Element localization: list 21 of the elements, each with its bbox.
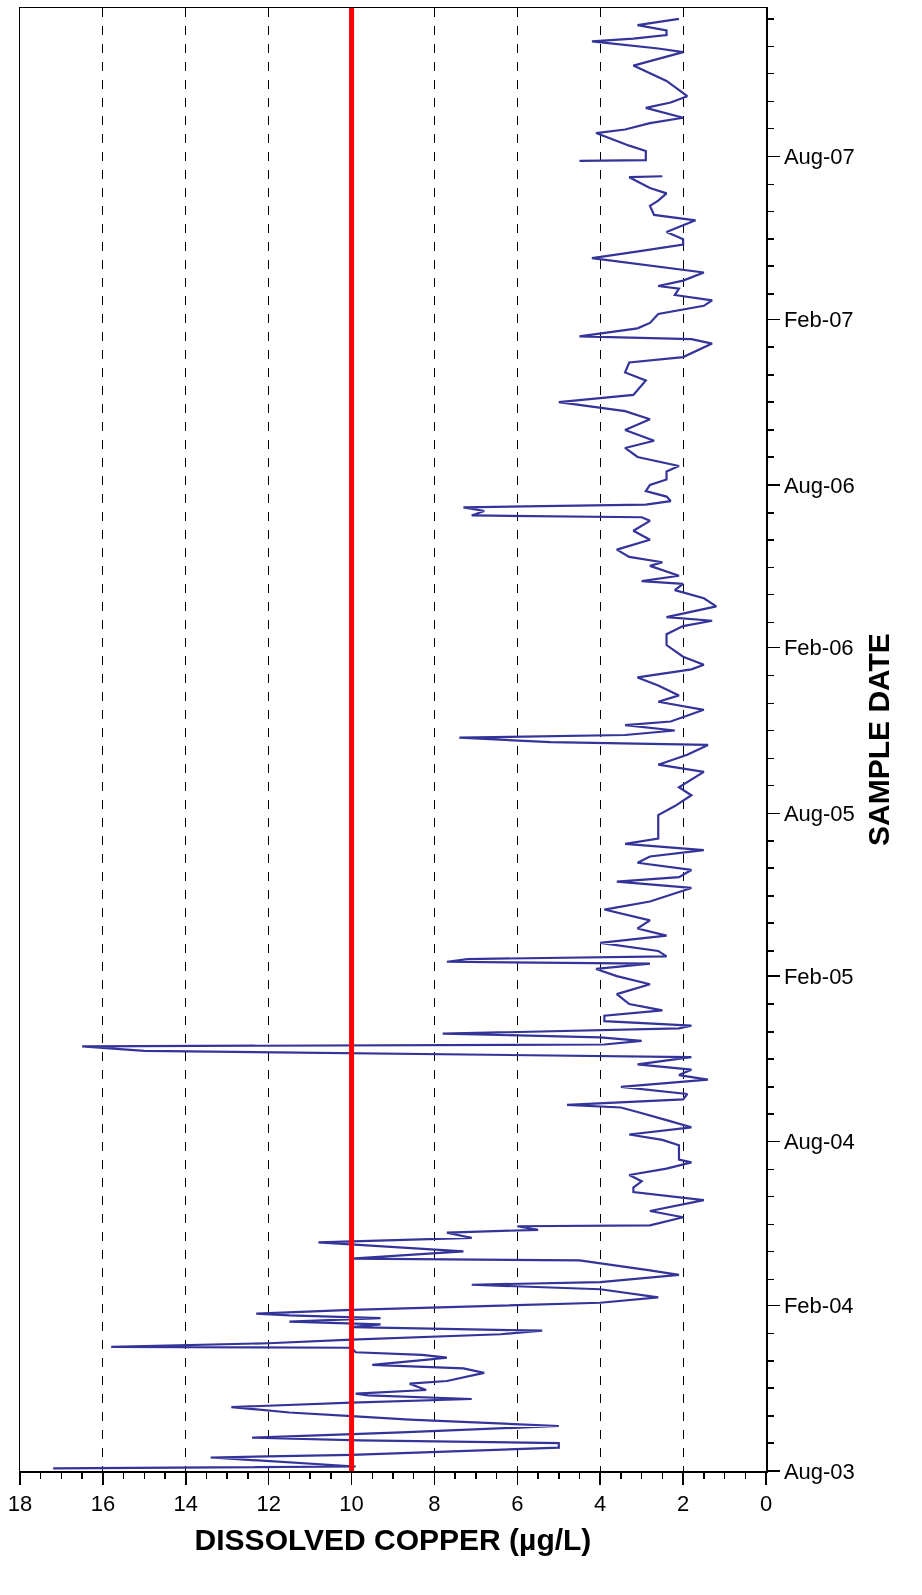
y-tick-label: Aug-07 <box>783 144 855 170</box>
x-tick-label: 16 <box>90 1490 116 1516</box>
y-tick-label: Feb-04 <box>783 1293 854 1319</box>
y-tick-label: Feb-05 <box>783 963 854 989</box>
y-tick-label: Aug-04 <box>783 1129 855 1155</box>
x-tick-label: 2 <box>676 1490 690 1516</box>
x-tick-label: 0 <box>759 1490 773 1516</box>
x-tick-label: 6 <box>511 1490 524 1516</box>
x-tick-label: 8 <box>428 1490 441 1516</box>
x-tick-label: 4 <box>594 1490 607 1516</box>
y-axis-title: SAMPLE DATE <box>862 633 896 846</box>
y-tick-label: Aug-06 <box>783 472 855 498</box>
x-tick-label: 14 <box>173 1490 199 1516</box>
y-tick-label: Feb-07 <box>783 307 854 333</box>
x-tick-label: 18 <box>7 1490 33 1516</box>
y-tick-label: Feb-06 <box>783 635 854 661</box>
y-tick-label: Aug-05 <box>783 800 855 826</box>
x-tick-label: 12 <box>256 1490 281 1516</box>
x-axis-title: DISSOLVED COPPER (µg/L) <box>194 1523 592 1557</box>
x-tick-label: 10 <box>339 1490 364 1516</box>
y-tick-label: Aug-03 <box>783 1458 855 1484</box>
